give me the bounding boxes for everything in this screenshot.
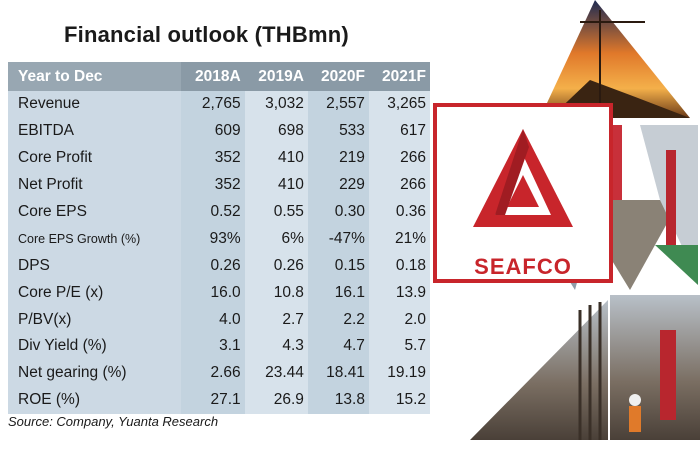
row-label: Core Profit	[8, 144, 182, 172]
cell-value: 266	[368, 144, 430, 172]
row-label: DPS	[8, 252, 182, 280]
cell-value: 0.18	[368, 252, 430, 280]
source-note: Source: Company, Yuanta Research	[8, 414, 219, 429]
header-year: 2019A	[244, 62, 308, 91]
page-title: Financial outlook (THBmn)	[64, 22, 349, 47]
table-header-row: Year to Dec 2018A 2019A 2020F 2021F	[8, 62, 430, 91]
header-year: 2020F	[307, 62, 369, 91]
cell-value: 19.19	[368, 359, 430, 387]
table-row: Net gearing (%) 2.66 23.44 18.41 19.19	[8, 359, 430, 387]
cell-value: 15.2	[368, 386, 430, 414]
cell-value: 2.0	[368, 306, 430, 334]
row-label: P/BV(x)	[8, 306, 182, 334]
cell-value: 0.36	[368, 198, 430, 226]
table-row: Net Profit 352 410 229 266	[8, 171, 430, 199]
cell-value: 0.52	[181, 198, 245, 226]
cell-value: 13.8	[307, 386, 369, 414]
header-label: Year to Dec	[8, 62, 182, 91]
rebar-cage-photo	[470, 300, 608, 440]
table-row: ROE (%) 27.1 26.9 13.8 15.2	[8, 386, 430, 414]
cell-value: 609	[181, 117, 245, 145]
row-label: Core EPS Growth (%)	[8, 225, 182, 253]
row-label: Net Profit	[8, 171, 182, 199]
cell-value: 410	[244, 144, 308, 172]
cell-value: 229	[307, 171, 369, 199]
table-row: Core EPS Growth (%) 93% 6% -47% 21%	[8, 225, 430, 253]
table-row: P/BV(x) 4.0 2.7 2.2 2.0	[8, 306, 430, 334]
cell-value: -47%	[307, 225, 369, 253]
cell-value: 21%	[368, 225, 430, 253]
cell-value: 2.7	[244, 306, 308, 334]
cell-value: 18.41	[307, 359, 369, 387]
cell-value: 13.9	[368, 279, 430, 307]
table-row: Core P/E (x) 16.0 10.8 16.1 13.9	[8, 279, 430, 307]
cell-value: 3.1	[181, 333, 245, 360]
cell-value: 2,765	[181, 91, 245, 118]
construction-sunset-photo	[540, 0, 690, 118]
cell-value: 16.1	[307, 279, 369, 307]
cell-value: 10.8	[244, 279, 308, 307]
cell-value: 16.0	[181, 279, 245, 307]
table-row: Div Yield (%) 3.1 4.3 4.7 5.7	[8, 333, 430, 360]
cell-value: 3,032	[244, 91, 308, 118]
cell-value: 27.1	[181, 386, 245, 414]
seafco-logo-box: SEAFCO	[433, 103, 613, 283]
logo-text: SEAFCO	[474, 254, 572, 279]
cell-value: 533	[307, 117, 369, 145]
header-year: 2021F	[368, 62, 430, 91]
cell-value: 5.7	[368, 333, 430, 360]
table-body: Revenue 2,765 3,032 2,557 3,265 EBITDA 609 698 5…	[8, 91, 430, 414]
cell-value: 6%	[244, 225, 308, 253]
cell-value: 0.30	[307, 198, 369, 226]
crane-photo	[640, 125, 698, 285]
table-row: Core Profit 352 410 219 266	[8, 144, 430, 172]
row-label: Core P/E (x)	[8, 279, 182, 307]
row-label: Revenue	[8, 91, 182, 118]
cell-value: 0.15	[307, 252, 369, 280]
cell-value: 352	[181, 144, 245, 172]
table-row: EBITDA 609 698 533 617	[8, 117, 430, 145]
cell-value: 4.0	[181, 306, 245, 334]
table-row: Core EPS 0.52 0.55 0.30 0.36	[8, 198, 430, 226]
cell-value: 698	[244, 117, 308, 145]
row-label: Core EPS	[8, 198, 182, 226]
cell-value: 2,557	[307, 91, 369, 118]
cell-value: 219	[307, 144, 369, 172]
row-label: ROE (%)	[8, 386, 182, 414]
row-label: EBITDA	[8, 117, 182, 145]
cell-value: 617	[368, 117, 430, 145]
cell-value: 93%	[181, 225, 245, 253]
financial-outlook-table: Year to Dec 2018A 2019A 2020F 2021F Reve…	[8, 62, 430, 414]
cell-value: 352	[181, 171, 245, 199]
cell-value: 26.9	[244, 386, 308, 414]
cell-value: 4.3	[244, 333, 308, 360]
cell-value: 2.66	[181, 359, 245, 387]
cell-value: 0.26	[244, 252, 308, 280]
cell-value: 0.55	[244, 198, 308, 226]
cell-value: 2.2	[307, 306, 369, 334]
table-row: Revenue 2,765 3,032 2,557 3,265	[8, 91, 430, 118]
header-year: 2018A	[181, 62, 245, 91]
cell-value: 410	[244, 171, 308, 199]
workers-photo	[610, 295, 700, 440]
row-label: Div Yield (%)	[8, 333, 182, 360]
row-label: Net gearing (%)	[8, 359, 182, 387]
cell-value: 3,265	[368, 91, 430, 118]
cell-value: 4.7	[307, 333, 369, 360]
cell-value: 0.26	[181, 252, 245, 280]
table-row: DPS 0.26 0.26 0.15 0.18	[8, 252, 430, 280]
cell-value: 266	[368, 171, 430, 199]
cell-value: 23.44	[244, 359, 308, 387]
seafco-logo-icon	[473, 129, 573, 227]
